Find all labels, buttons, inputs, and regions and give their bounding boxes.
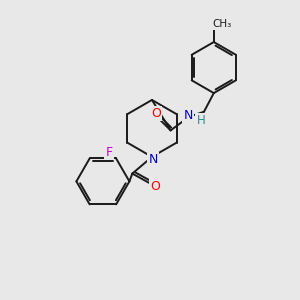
Text: O: O bbox=[151, 107, 161, 120]
Text: O: O bbox=[150, 180, 160, 193]
Text: N: N bbox=[184, 109, 193, 122]
Text: N: N bbox=[148, 153, 158, 166]
Text: CH₃: CH₃ bbox=[212, 20, 231, 29]
Text: F: F bbox=[106, 146, 113, 159]
Text: H: H bbox=[197, 114, 206, 127]
